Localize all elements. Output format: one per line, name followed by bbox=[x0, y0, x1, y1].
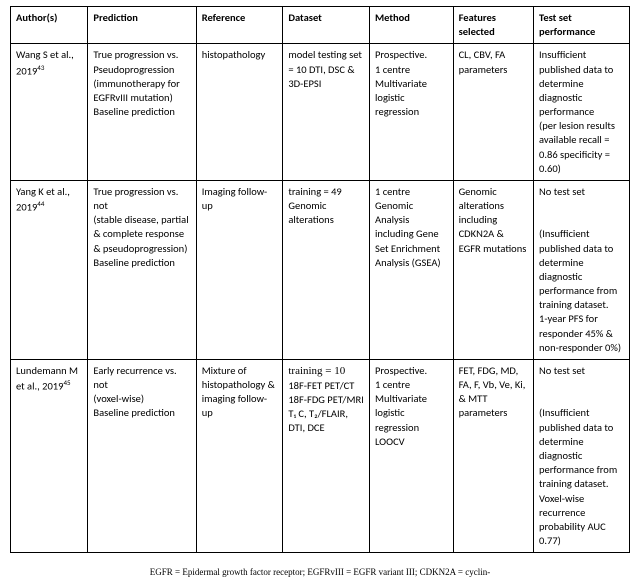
author-ref: 43 bbox=[37, 63, 44, 72]
table-header-row: Author(s) Prediction Reference Dataset M… bbox=[11, 7, 630, 44]
cell-method: 1 centreGenomic Analysis including Gene … bbox=[370, 180, 454, 359]
table-row: Wang S et al., 201943 True progression v… bbox=[11, 44, 630, 181]
table-row: Yang K et al., 201944 True progression v… bbox=[11, 180, 630, 359]
cell-features: Genomic alterations including CDKN2A & E… bbox=[453, 180, 533, 359]
footnote-text: EGFR = Epidermal growth factor receptor;… bbox=[10, 567, 630, 577]
col-header-dataset: Dataset bbox=[283, 7, 370, 44]
studies-table: Author(s) Prediction Reference Dataset M… bbox=[10, 6, 630, 553]
cell-dataset: training = 10 18F-FET PET/CT18F-FDG PET/… bbox=[283, 359, 370, 552]
author-name: Wang S et al., 2019 bbox=[16, 48, 74, 77]
cell-prediction: True progression vs.not(stable disease, … bbox=[88, 180, 196, 359]
cell-method: Prospective.1 centreMultivariate logisti… bbox=[370, 359, 454, 552]
cell-testperf: No test set(Insufficient published data … bbox=[534, 180, 630, 359]
col-header-testperf: Test set performance bbox=[534, 7, 630, 44]
cell-author: Yang K et al., 201944 bbox=[11, 180, 88, 359]
cell-reference: Mixture of histopathology & imaging foll… bbox=[196, 359, 283, 552]
author-ref: 44 bbox=[37, 199, 44, 208]
author-ref: 45 bbox=[63, 378, 70, 387]
cell-prediction: Early recurrence vs.not(voxel-wise)Basel… bbox=[88, 359, 196, 552]
cell-features: FET, FDG, MD, FA, F, Vb, Ve, Ki, & MTT p… bbox=[453, 359, 533, 552]
cell-features: CL, CBV, FA parameters bbox=[453, 44, 533, 181]
cell-author: Lundemann M et al., 201945 bbox=[11, 359, 88, 552]
col-header-ref: Reference bbox=[196, 7, 283, 44]
col-header-pred: Prediction bbox=[88, 7, 196, 44]
cell-method: Prospective.1 centreMultivariate logisti… bbox=[370, 44, 454, 181]
dataset-serif-prefix: training = 10 bbox=[288, 365, 345, 377]
col-header-method: Method bbox=[370, 7, 454, 44]
cell-dataset: training = 49Genomic alterations bbox=[283, 180, 370, 359]
page-container: Author(s) Prediction Reference Dataset M… bbox=[0, 0, 640, 587]
dataset-rest: 18F-FET PET/CT18F-FDG PET/MRI T₁ C, T₂/F… bbox=[288, 379, 363, 435]
cell-dataset: model testing set = 10 DTI, DSC & 3D-EPS… bbox=[283, 44, 370, 181]
col-header-author: Author(s) bbox=[11, 7, 88, 44]
cell-testperf: Insufficient published data to determine… bbox=[534, 44, 630, 181]
table-row: Lundemann M et al., 201945 Early recurre… bbox=[11, 359, 630, 552]
cell-reference: Imaging follow-up bbox=[196, 180, 283, 359]
cell-prediction: True progression vs.Pseudoprogression (i… bbox=[88, 44, 196, 181]
cell-reference: histopathology bbox=[196, 44, 283, 181]
col-header-features: Features selected bbox=[453, 7, 533, 44]
cell-author: Wang S et al., 201943 bbox=[11, 44, 88, 181]
cell-testperf: No test set(Insufficient published data … bbox=[534, 359, 630, 552]
